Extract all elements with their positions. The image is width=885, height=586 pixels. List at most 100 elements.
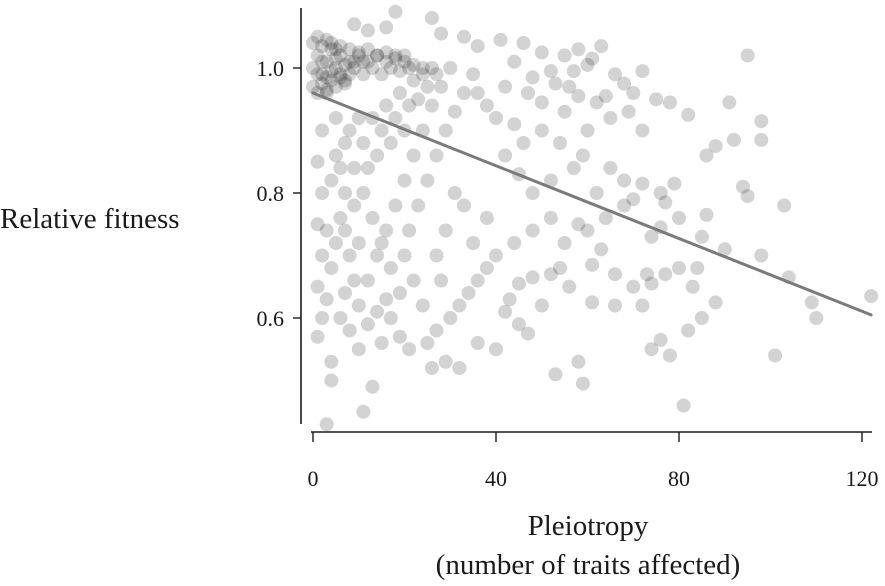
data-point — [360, 42, 375, 57]
data-point — [351, 45, 366, 60]
data-point — [324, 42, 339, 57]
data-point — [333, 67, 348, 82]
data-point — [603, 161, 618, 175]
data-point — [338, 73, 352, 88]
data-point — [562, 279, 577, 294]
data-point — [306, 61, 320, 75]
y-tick-label: 1.0 — [257, 56, 285, 81]
data-point — [470, 273, 485, 288]
data-point — [333, 48, 348, 63]
data-point — [580, 57, 595, 72]
data-point — [324, 354, 339, 369]
data-point — [415, 61, 430, 75]
data-point — [553, 261, 567, 275]
data-point — [310, 67, 325, 82]
data-point — [708, 295, 723, 310]
data-point — [333, 161, 348, 175]
data-point — [397, 48, 412, 63]
data-point — [333, 211, 348, 225]
data-point — [328, 61, 343, 75]
data-point — [356, 136, 371, 150]
data-point — [388, 48, 403, 63]
data-point — [457, 198, 471, 213]
data-point — [690, 261, 705, 275]
data-point — [406, 148, 421, 163]
data-point — [374, 336, 389, 350]
data-point — [420, 173, 435, 188]
data-point — [516, 136, 531, 150]
data-point — [681, 107, 696, 122]
data-point — [608, 298, 622, 313]
data-point — [328, 79, 343, 94]
data-point — [370, 48, 385, 63]
data-point — [534, 95, 549, 110]
data-point — [644, 276, 659, 291]
data-point — [571, 42, 586, 57]
data-point — [424, 11, 439, 25]
data-point — [315, 54, 330, 69]
data-point — [402, 342, 417, 357]
data-point — [351, 236, 366, 250]
data-point — [626, 279, 641, 294]
data-point — [566, 64, 581, 79]
data-point — [379, 98, 394, 113]
data-point — [525, 270, 540, 285]
data-point — [338, 286, 352, 300]
data-point — [333, 70, 348, 85]
data-point — [411, 198, 426, 213]
data-point — [370, 48, 385, 63]
data-point — [507, 54, 522, 69]
data-point — [740, 189, 755, 204]
data-point — [324, 173, 339, 188]
data-point — [347, 17, 362, 32]
data-point — [374, 123, 389, 138]
data-point — [356, 54, 371, 69]
data-point — [777, 198, 792, 213]
data-point — [360, 273, 375, 288]
x-axis-ticks: 0 40 80 120 — [308, 432, 879, 491]
data-point — [498, 79, 513, 94]
data-point — [347, 161, 362, 175]
data-point — [379, 45, 394, 60]
data-point — [516, 36, 531, 50]
data-point — [365, 211, 380, 225]
data-point — [324, 64, 339, 79]
data-point — [543, 267, 558, 282]
data-point — [406, 57, 421, 72]
data-point — [557, 236, 572, 250]
data-point — [548, 76, 563, 91]
data-point — [521, 326, 535, 341]
data-point — [424, 98, 439, 113]
data-point — [351, 298, 366, 313]
data-point — [310, 279, 325, 294]
data-point — [319, 292, 334, 307]
data-point — [342, 67, 357, 82]
data-point — [571, 217, 586, 232]
data-point — [672, 261, 686, 275]
data-point — [319, 417, 334, 432]
data-point — [434, 79, 449, 94]
data-point — [319, 32, 334, 47]
data-point — [319, 54, 334, 69]
data-point — [388, 198, 403, 213]
data-point — [498, 304, 513, 319]
data-point — [461, 286, 476, 300]
data-point — [594, 39, 609, 54]
data-point — [589, 186, 604, 200]
data-point — [466, 67, 481, 82]
data-point — [653, 332, 668, 347]
data-point — [342, 248, 357, 263]
data-point — [662, 348, 677, 363]
data-point — [525, 223, 540, 238]
data-point — [754, 114, 769, 129]
data-point — [699, 207, 714, 222]
data-point — [429, 148, 444, 163]
data-point — [397, 54, 412, 69]
data-point — [429, 323, 444, 338]
data-point — [557, 104, 572, 119]
y-tick-label: 0.8 — [257, 181, 285, 206]
data-point — [328, 236, 343, 250]
data-point — [415, 67, 430, 82]
data-point — [443, 61, 458, 75]
